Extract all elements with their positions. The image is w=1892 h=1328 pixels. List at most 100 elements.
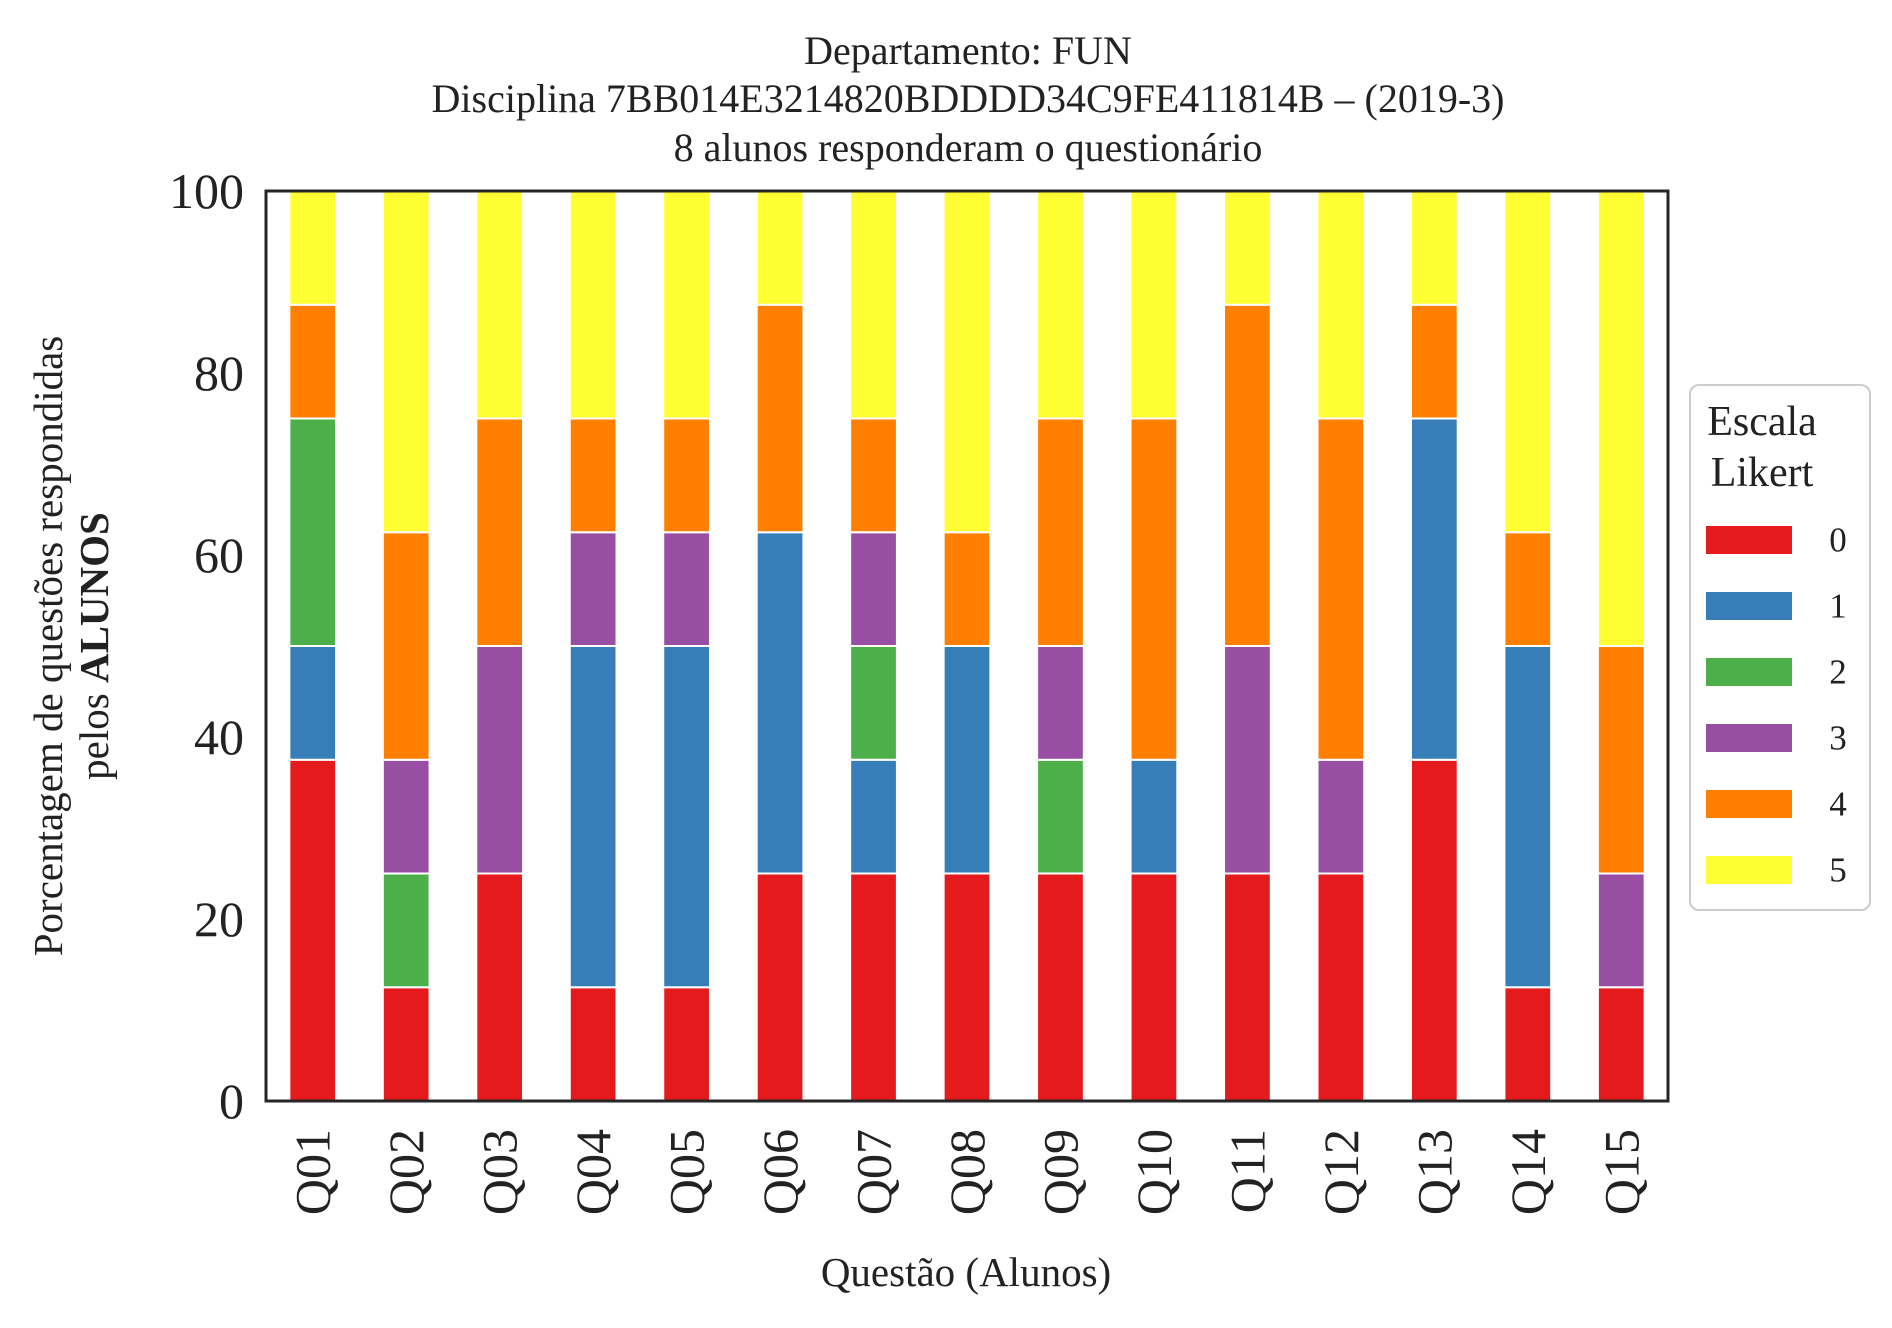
- bar-q05-likert-1: [662, 645, 711, 989]
- bar-q01-likert-1: [288, 645, 338, 761]
- bar-q04-likert-0: [568, 986, 618, 1102]
- bar-q01-likert-0: [288, 758, 338, 1102]
- y-axis-label-line2: pelos ALUNOS: [71, 512, 117, 780]
- legend-label-5: 5: [1829, 851, 1847, 890]
- bar-q09-likert-0: [1036, 872, 1085, 1102]
- bar-q08-likert-1: [942, 645, 992, 875]
- legend-label-4: 4: [1829, 785, 1847, 824]
- bar-q07-likert-0: [849, 872, 898, 1102]
- x-tick-label: Q06: [752, 1129, 808, 1215]
- x-tick-label: Q01: [285, 1129, 341, 1215]
- bar-q07-likert-5: [849, 190, 898, 420]
- bar-q01-likert-4: [288, 303, 338, 420]
- legend-title-line2: Likert: [1711, 450, 1814, 496]
- y-tick-label: 60: [194, 527, 244, 583]
- bar-q15-likert-4: [1596, 645, 1646, 875]
- bar-q09-likert-2: [1036, 758, 1085, 875]
- bar-q04-likert-4: [568, 417, 618, 534]
- bar-q14-likert-5: [1503, 190, 1553, 534]
- bar-q14-likert-4: [1503, 531, 1553, 647]
- bar-q07-likert-1: [849, 758, 898, 875]
- legend-label-2: 2: [1829, 653, 1847, 692]
- bar-q09-likert-3: [1036, 645, 1085, 761]
- x-tick-label: Q13: [1406, 1129, 1462, 1215]
- bar-q09-likert-4: [1036, 417, 1085, 647]
- y-axis-label-line1: Porcentagem de questões respondidas: [25, 336, 71, 957]
- legend-swatch-4: [1706, 790, 1792, 818]
- bar-q03-likert-5: [475, 190, 525, 420]
- bar-q04-likert-1: [568, 645, 618, 989]
- bar-q06-likert-0: [755, 872, 805, 1102]
- bar-q06-likert-5: [755, 190, 805, 306]
- bar-q12-likert-3: [1316, 758, 1366, 875]
- legend-swatch-0: [1706, 526, 1792, 554]
- bar-q03-likert-3: [475, 645, 525, 875]
- bar-q14-likert-0: [1503, 986, 1553, 1102]
- x-tick-label: Q14: [1500, 1129, 1556, 1215]
- y-tick-label: 80: [194, 345, 244, 401]
- bar-q10-likert-0: [1129, 872, 1179, 1102]
- x-tick-label: Q03: [472, 1129, 528, 1215]
- bar-q15-likert-5: [1596, 190, 1646, 647]
- x-tick-label: Q05: [659, 1129, 715, 1215]
- legend-title-line1: Escala: [1707, 399, 1817, 445]
- legend-swatch-1: [1706, 592, 1792, 620]
- bar-q04-likert-5: [568, 190, 618, 420]
- bar-q05-likert-0: [662, 986, 711, 1102]
- plot-bars: [288, 190, 1646, 1102]
- legend-frame: [1689, 384, 1871, 911]
- x-axis-label: Questão (Alunos): [821, 1249, 1111, 1295]
- x-tick-label: Q07: [846, 1129, 902, 1215]
- bar-q01-likert-2: [288, 417, 338, 647]
- legend-swatch-3: [1706, 724, 1792, 752]
- bar-q08-likert-0: [942, 872, 992, 1102]
- bar-q08-likert-4: [942, 531, 992, 647]
- bar-q10-likert-4: [1129, 417, 1179, 761]
- x-tick-label: Q12: [1313, 1129, 1369, 1215]
- bar-q02-likert-4: [381, 531, 431, 761]
- bar-q12-likert-0: [1316, 872, 1366, 1102]
- x-tick-label: Q02: [378, 1129, 434, 1215]
- bar-q07-likert-3: [849, 531, 898, 647]
- x-tick-label: Q09: [1032, 1129, 1088, 1215]
- bar-q13-likert-1: [1409, 417, 1459, 761]
- bar-q05-likert-5: [662, 190, 711, 420]
- bar-q03-likert-0: [475, 872, 525, 1102]
- x-tick-label: Q15: [1593, 1129, 1649, 1215]
- bar-q03-likert-4: [475, 417, 525, 647]
- bar-q04-likert-3: [568, 531, 618, 647]
- y-tick-labels: 0 20 40 60 80 100: [169, 163, 244, 1129]
- y-tick-label: 100: [169, 163, 244, 219]
- bar-q13-likert-4: [1409, 303, 1459, 420]
- legend-label-0: 0: [1829, 521, 1847, 560]
- legend: Escala Likert 0 1 2 3 4 5: [1689, 384, 1871, 911]
- legend-label-3: 3: [1829, 719, 1847, 758]
- bar-q11-likert-5: [1223, 190, 1272, 306]
- plot-frame: [264, 189, 1670, 1103]
- bar-q05-likert-4: [662, 417, 711, 534]
- chart-title-line3: 8 alunos responderam o questionário: [674, 125, 1263, 170]
- bar-q02-likert-5: [381, 190, 431, 534]
- y-tick-label: 40: [194, 709, 244, 765]
- y-axis-label: Porcentagem de questões respondidas pelo…: [25, 336, 117, 957]
- bar-q09-likert-5: [1036, 190, 1085, 420]
- bar-q12-likert-5: [1316, 190, 1366, 420]
- x-tick-label: Q04: [565, 1129, 621, 1215]
- bar-q10-likert-1: [1129, 758, 1179, 875]
- bar-q06-likert-1: [755, 531, 805, 875]
- bar-q13-likert-0: [1409, 758, 1459, 1102]
- x-tick-label: Q08: [939, 1129, 995, 1215]
- y-axis-label-prefix: pelos: [71, 683, 117, 780]
- y-axis-label-bold: ALUNOS: [71, 512, 117, 683]
- chart-title-line1: Departamento: FUN: [804, 28, 1132, 73]
- bar-q11-likert-3: [1223, 645, 1272, 875]
- bar-q15-likert-0: [1596, 986, 1646, 1102]
- bar-q02-likert-0: [381, 986, 431, 1102]
- bar-q02-likert-3: [381, 758, 431, 875]
- bar-q13-likert-5: [1409, 190, 1459, 306]
- bar-q11-likert-4: [1223, 303, 1272, 647]
- bar-q05-likert-3: [662, 531, 711, 647]
- legend-items: 0 1 2 3 4 5: [1706, 521, 1847, 890]
- bar-q07-likert-2: [849, 645, 898, 761]
